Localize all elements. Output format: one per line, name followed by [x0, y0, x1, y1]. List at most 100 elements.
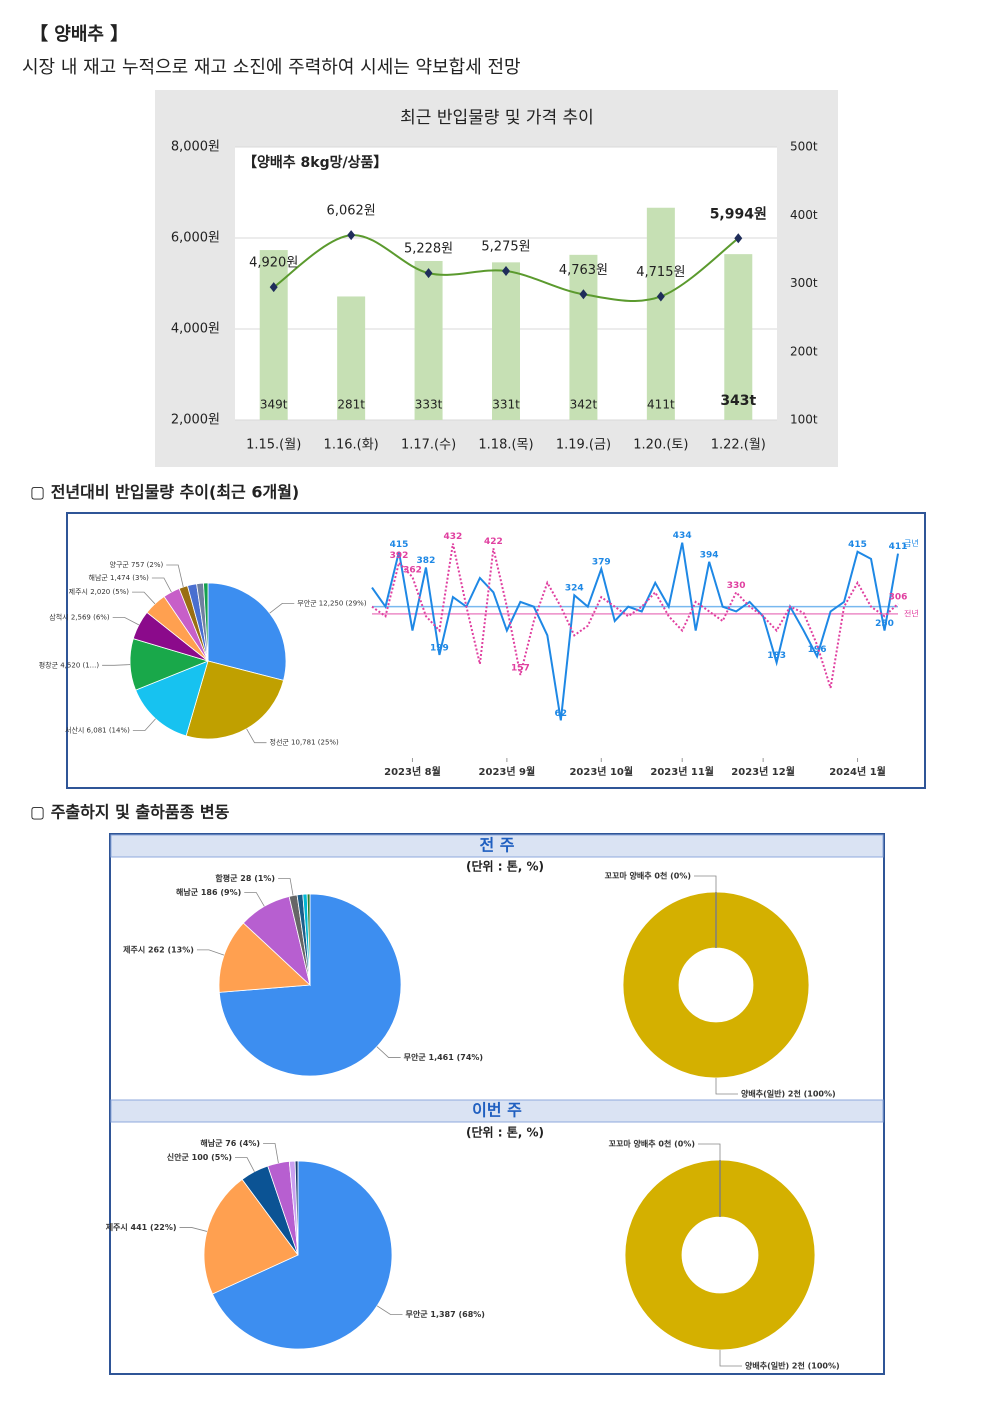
point-label: 382 [417, 556, 436, 566]
leader-line [278, 878, 294, 896]
leader-line [263, 1143, 279, 1164]
slice [203, 582, 209, 662]
point-label: 4,715원 [636, 265, 685, 280]
leader-line [376, 1305, 403, 1315]
leader-line [235, 1157, 255, 1172]
point-marker [269, 282, 278, 293]
point-label: 394 [700, 550, 719, 560]
point-label: 6,062원 [327, 204, 376, 219]
point-label: 5,994원 [710, 206, 767, 222]
slice [622, 891, 810, 1079]
bar [646, 207, 675, 420]
unit-label: (단위 : 톤, %) [466, 1125, 544, 1140]
leader-line [376, 1046, 401, 1058]
leader-line [698, 1143, 721, 1160]
slice-label: 양배추(일반) 2천 (100%) [741, 1089, 836, 1099]
leader-line [244, 892, 265, 907]
slice-label: 양구군 757 (2%) [110, 561, 164, 569]
bar [724, 254, 753, 420]
bar [414, 260, 443, 420]
leader-line [102, 664, 131, 666]
leader-line [246, 728, 267, 744]
y2-tick-label: 100t [790, 413, 818, 427]
x-tick-label: 2023년 9월 [479, 765, 536, 778]
slice-label: 해남군 1,474 (3%) [89, 573, 150, 582]
x-tick-label: 1.19.(금) [556, 438, 611, 453]
point-label: 432 [444, 532, 463, 542]
leader-line [179, 1227, 208, 1232]
x-tick-label: 2024년 1월 [829, 765, 886, 778]
y2-tick-label: 300t [790, 276, 818, 290]
x-tick-label: 2023년 12월 [731, 765, 795, 778]
legend-label: 전년 [904, 608, 919, 618]
y2-tick-label: 200t [790, 344, 818, 358]
point-label: 4,920원 [249, 256, 298, 271]
y-tick-label: 6,000원 [171, 231, 220, 246]
point-label: 379 [592, 557, 611, 567]
x-tick-label: 1.16.(화) [324, 438, 379, 453]
bar-label: 333t [415, 398, 443, 412]
point-label: 362 [403, 566, 422, 576]
slice-label: 꼬꼬마 양배추 0천 (0%) [609, 1139, 695, 1149]
bar-label: 281t [337, 398, 365, 412]
leader-line [694, 875, 717, 892]
slice-label: 신안군 100 (5%) [167, 1152, 232, 1162]
point-label: 392 [390, 551, 409, 561]
slice-label: 무안군 1,461 (74%) [404, 1052, 483, 1062]
slice-label: 제주시 441 (22%) [106, 1222, 177, 1232]
slice-label: 해남군 186 (9%) [176, 887, 241, 897]
x-tick-label: 2023년 8월 [384, 765, 441, 778]
point-label: 250 [875, 619, 894, 629]
section-heading: ▢ 주출하지 및 출하품종 변동 [30, 803, 230, 822]
bar-label: 349t [260, 398, 288, 412]
section-heading: ▢ 전년대비 반입물량 추이(최근 6개월) [30, 483, 299, 502]
bar [259, 250, 288, 420]
point-label: 4,763원 [559, 263, 608, 278]
point-label: 422 [484, 537, 503, 547]
bar-label: 342t [570, 398, 598, 412]
leader-line [269, 602, 295, 614]
point-marker [734, 233, 743, 244]
leader-line [132, 591, 156, 605]
bar-label: 331t [492, 398, 520, 412]
leader-line [112, 617, 140, 626]
slice-label: 함평군 28 (1%) [215, 873, 275, 883]
panel-band [110, 1099, 884, 1123]
chart-title: 최근 반입물량 및 가격 추이 [400, 108, 594, 128]
slice-label: 서산시 6,081 (14%) [65, 726, 130, 735]
x-tick-label: 1.15.(월) [246, 438, 301, 453]
point-label: 324 [565, 584, 584, 594]
x-tick-label: 1.17.(수) [401, 438, 456, 453]
point-marker [656, 291, 665, 302]
point-label: 330 [727, 581, 746, 591]
leader-line [151, 577, 172, 593]
chart-subtitle: 【양배추 8kg망/상품】 [243, 154, 387, 171]
slice-label: 해남군 76 (4%) [200, 1138, 260, 1148]
slice-label: 꼬꼬마 양배추 0천 (0%) [605, 871, 691, 881]
y-tick-label: 4,000원 [171, 322, 220, 337]
slice [306, 893, 311, 986]
slice-label: 평창군 4,520 (1...) [39, 660, 100, 669]
point-marker [347, 230, 356, 241]
y2-tick-label: 400t [790, 208, 818, 222]
point-label: 415 [848, 540, 867, 550]
x-tick-label: 1.22.(월) [711, 438, 766, 453]
series-line [371, 542, 899, 721]
slice-label: 무안군 12,250 (29%) [297, 598, 367, 607]
panel-title: 이번 주 [472, 1101, 522, 1120]
point-label: 183 [767, 651, 786, 661]
point-label: 196 [808, 645, 827, 655]
y-tick-label: 8,000원 [171, 140, 220, 155]
leader-line [196, 949, 225, 956]
y2-tick-label: 500t [790, 140, 818, 154]
page-title: 【 양배추 】 [30, 24, 128, 45]
point-label: 157 [511, 663, 530, 673]
slice-label: 삼척시 2,569 (6%) [49, 612, 110, 621]
slice [294, 1160, 299, 1256]
slice-label: 제주시 262 (13%) [123, 944, 194, 954]
panel-title: 전 주 [479, 836, 514, 855]
bar-label: 343t [720, 393, 756, 409]
slice-label: 무안군 1,387 (68%) [406, 1309, 485, 1319]
x-tick-label: 1.18.(목) [478, 438, 533, 453]
